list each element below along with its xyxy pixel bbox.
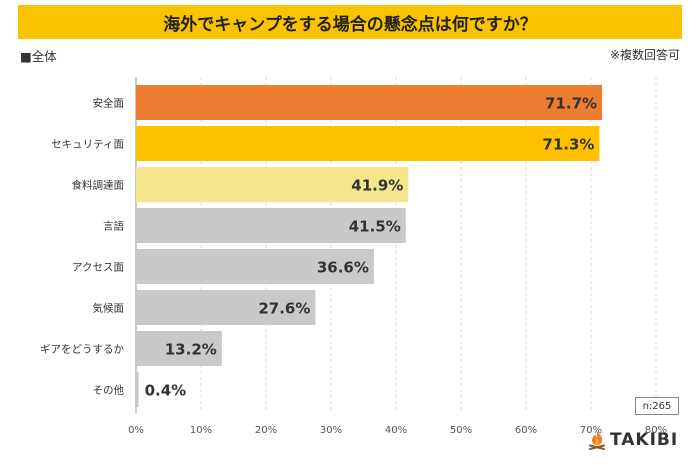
sample-size-label: n:265 — [635, 397, 679, 415]
x-tick-label: 20% — [255, 425, 277, 436]
category-label: セキュリティ面 — [51, 139, 124, 151]
campfire-icon — [589, 431, 605, 450]
brand-name: TAKIBI — [610, 430, 679, 450]
bar-5 — [136, 290, 316, 325]
bar-6 — [136, 331, 222, 366]
value-label: 13.2% — [165, 341, 217, 359]
value-label: 41.5% — [349, 218, 401, 236]
x-tick-label: 0% — [128, 425, 144, 436]
bar-0 — [136, 85, 603, 120]
category-label: ギアをどうするか — [40, 344, 124, 356]
value-label: 71.7% — [545, 95, 597, 113]
subset-label: ■全体 — [20, 49, 57, 64]
bar-2 — [136, 167, 409, 202]
bar-1 — [136, 126, 600, 161]
category-label: 食料調達面 — [72, 179, 125, 192]
x-tick-label: 80% — [645, 425, 667, 436]
category-label: 気候面 — [93, 302, 125, 315]
multiple-answer-note: ※複数回答可 — [609, 48, 680, 62]
value-label: 71.3% — [542, 136, 594, 154]
chart-title: 海外でキャンプをする場合の懸念点は何ですか？ — [18, 5, 682, 39]
bar-7 — [136, 372, 139, 407]
value-label: 36.6% — [317, 259, 369, 277]
brand-logo: TAKIBI — [588, 430, 678, 450]
x-tick-label: 30% — [320, 425, 342, 436]
x-tick-label: 50% — [450, 425, 472, 436]
category-label: 言語 — [103, 220, 124, 233]
value-label: 41.9% — [351, 177, 403, 195]
bar-3 — [136, 208, 406, 243]
category-label: その他 — [93, 384, 125, 397]
x-tick-label: 60% — [515, 425, 537, 436]
value-label: 27.6% — [258, 300, 310, 318]
x-tick-label: 70% — [580, 425, 602, 436]
x-tick-label: 40% — [385, 425, 407, 436]
category-label: 安全面 — [93, 97, 125, 110]
x-tick-label: 10% — [190, 425, 212, 436]
value-label: 0.4% — [145, 382, 187, 400]
bar-4 — [136, 249, 374, 284]
category-label: アクセス面 — [72, 262, 124, 274]
